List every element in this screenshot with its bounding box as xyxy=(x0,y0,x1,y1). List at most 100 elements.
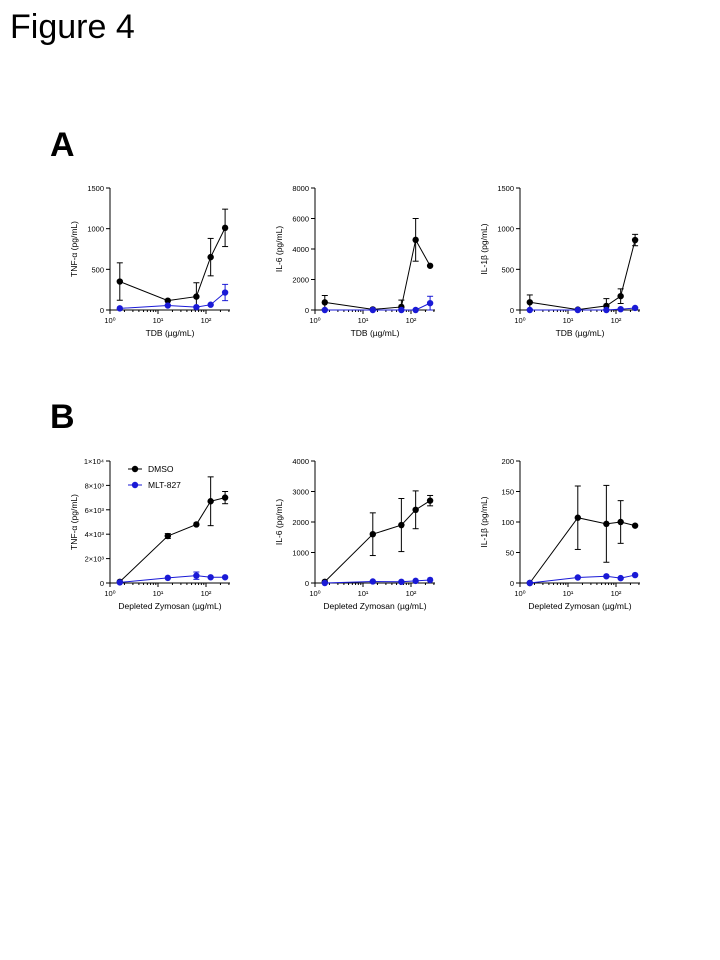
figure-title: Figure 4 xyxy=(10,8,135,46)
data-point xyxy=(631,304,639,312)
data-point xyxy=(116,579,123,586)
axes xyxy=(106,187,230,314)
data-point xyxy=(398,521,405,529)
data-point xyxy=(321,306,328,314)
data-point xyxy=(164,532,171,540)
series-dmso xyxy=(321,490,434,585)
data-point xyxy=(369,531,376,538)
data-point xyxy=(617,574,624,582)
data-point xyxy=(193,293,200,300)
x-tick-label: 10⁰ xyxy=(104,316,115,325)
y-tick-label: 8×10³ xyxy=(85,481,105,490)
data-point xyxy=(164,297,171,304)
axes xyxy=(311,187,435,314)
x-tick-label: 10¹ xyxy=(358,316,369,325)
legend-label: MLT-827 xyxy=(148,480,181,490)
data-point xyxy=(221,224,229,232)
data-point xyxy=(207,574,214,581)
y-axis-label: IL-6 (pg/mL) xyxy=(274,226,284,272)
x-tick-label: 10¹ xyxy=(563,316,574,325)
data-point xyxy=(426,262,434,269)
y-tick-label: 1000 xyxy=(87,225,104,234)
series-mlt-827 xyxy=(116,571,229,586)
series-dmso xyxy=(116,476,229,585)
data-point xyxy=(221,289,229,296)
data-point xyxy=(164,574,171,582)
y-tick-label: 1×10⁴ xyxy=(84,457,104,466)
series-line xyxy=(119,497,226,583)
data-point xyxy=(603,520,610,528)
y-tick-label: 100 xyxy=(501,518,514,527)
x-tick-label: 10⁰ xyxy=(309,316,320,325)
x-axis-label: Depleted Zymosan (µg/mL) xyxy=(118,601,221,611)
y-tick-label: 1500 xyxy=(497,184,514,193)
data-point xyxy=(526,579,533,587)
y-tick-label: 0 xyxy=(510,306,514,315)
x-tick-label: 10⁰ xyxy=(104,589,115,598)
y-tick-label: 4×10³ xyxy=(85,530,105,539)
y-tick-label: 0 xyxy=(305,306,309,315)
chart-b-tnf: 0 2×10³ 4×10³ 6×10³ 8×10³ 1×10⁴ 10⁰ 10¹ 10² Deple… xyxy=(69,457,230,611)
data-point xyxy=(574,514,581,521)
data-point xyxy=(426,299,434,307)
data-point xyxy=(631,571,639,579)
series-mlt-827 xyxy=(116,283,229,312)
series-dmso xyxy=(321,218,434,313)
chart-a-il6: 0 2000 4000 6000 8000 10⁰ 10¹ 10² TDB (µg/mL) IL-… xyxy=(274,184,435,338)
panel-b-label: B xyxy=(50,398,75,436)
series-line xyxy=(324,500,431,583)
data-point xyxy=(412,306,419,314)
data-point xyxy=(221,494,229,501)
x-tick-label: 10⁰ xyxy=(514,589,525,598)
data-point xyxy=(526,299,533,306)
series-dmso xyxy=(526,484,639,587)
chart-b-il6: 0 1000 2000 3000 4000 10⁰ 10¹ 10² Depleted Zymos… xyxy=(274,457,435,611)
x-tick-label: 10² xyxy=(201,589,212,598)
series-mlt-827 xyxy=(526,304,639,314)
data-point xyxy=(369,578,376,585)
data-point xyxy=(631,522,639,529)
x-tick-label: 10¹ xyxy=(358,589,369,598)
y-tick-label: 0 xyxy=(100,579,104,588)
x-tick-label: 10² xyxy=(406,316,417,325)
data-point xyxy=(603,573,610,580)
x-tick-label: 10¹ xyxy=(563,589,574,598)
y-tick-label: 8000 xyxy=(292,184,309,193)
data-point xyxy=(412,236,419,244)
x-tick-label: 10² xyxy=(611,316,622,325)
data-point xyxy=(369,306,376,314)
y-tick-label: 500 xyxy=(91,265,104,274)
series-mlt-827 xyxy=(321,295,434,314)
data-point xyxy=(574,306,581,314)
series-line xyxy=(324,238,431,310)
y-axis-label: IL-1β (pg/mL) xyxy=(479,223,489,274)
legend: DMSO MLT-827 xyxy=(128,464,181,490)
data-point xyxy=(221,574,229,581)
series-line xyxy=(529,239,636,311)
y-tick-label: 1000 xyxy=(497,225,514,234)
data-point xyxy=(116,278,123,285)
series-mlt-827 xyxy=(321,576,434,587)
legend-marker xyxy=(131,465,139,473)
y-axis-label: IL-1β (pg/mL) xyxy=(479,496,489,547)
data-point xyxy=(617,518,624,526)
chart-a-il1b: 0 500 1000 1500 10⁰ 10¹ 10² TDB (µg/mL) IL-1β (p… xyxy=(479,184,640,338)
x-axis-label: Depleted Zymosan (µg/mL) xyxy=(323,601,426,611)
data-point xyxy=(412,506,419,513)
y-tick-label: 0 xyxy=(100,306,104,315)
data-point xyxy=(426,576,434,584)
x-axis-label: TDB (µg/mL) xyxy=(351,328,400,338)
x-tick-label: 10¹ xyxy=(153,589,164,598)
data-point xyxy=(574,574,581,581)
data-point xyxy=(193,521,200,528)
data-point xyxy=(617,305,624,313)
x-tick-label: 10² xyxy=(201,316,212,325)
legend-label: DMSO xyxy=(148,464,174,474)
y-axis-label: TNF-α (pg/mL) xyxy=(69,221,79,277)
chart-b-il1b: 0 50 100 150 200 10⁰ 10¹ 10² Depleted Zymosan (µ… xyxy=(479,457,640,611)
series-dmso xyxy=(116,208,229,311)
x-tick-label: 10² xyxy=(406,589,417,598)
y-tick-label: 3000 xyxy=(292,488,309,497)
y-tick-label: 500 xyxy=(501,265,514,274)
y-tick-label: 4000 xyxy=(292,457,309,466)
